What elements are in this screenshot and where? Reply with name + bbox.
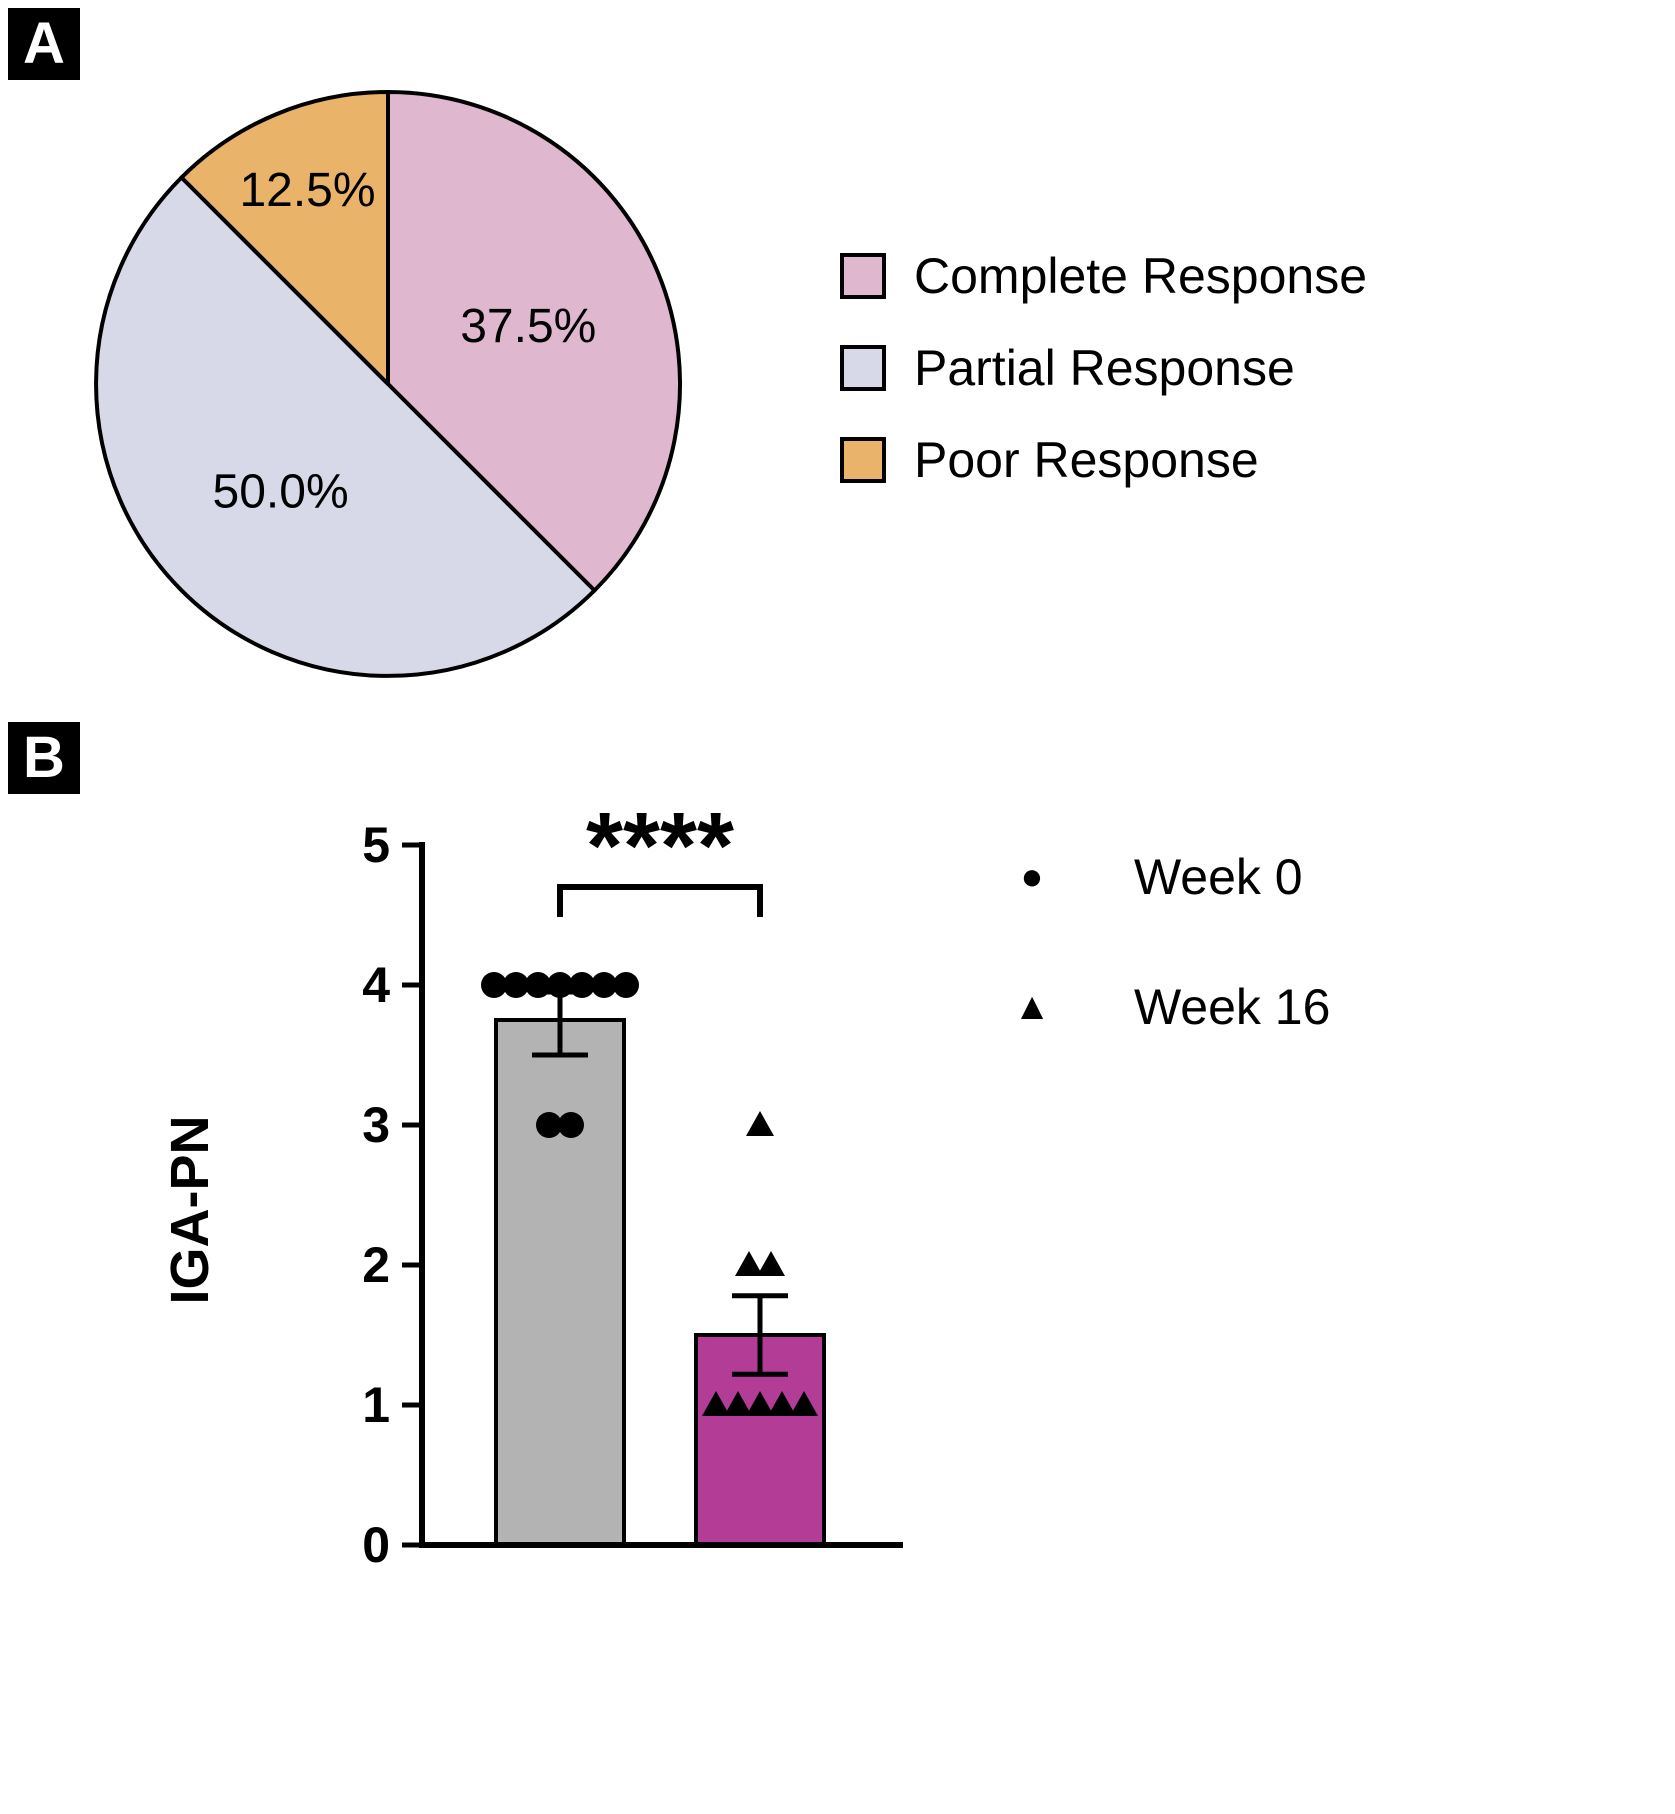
point-circle: [613, 972, 639, 998]
bar-legend: ● Week 0 ▲ Week 16: [1000, 845, 1330, 1105]
axes: [419, 842, 903, 1548]
point-circle: [547, 972, 573, 998]
point-circle: [503, 972, 529, 998]
point-circle: [525, 972, 551, 998]
pie-slice-complete-response: [386, 90, 682, 593]
pie-slice-value-poor-response: 12.5%: [239, 164, 375, 217]
point-circle: [558, 1112, 584, 1138]
point-triangle: [746, 1111, 774, 1136]
y-tick-label-1: 1: [362, 1377, 390, 1433]
bar-legend-label-week-16: Week 16: [1134, 979, 1331, 1035]
pie-legend-swatch-poor-response: [840, 437, 886, 483]
significance-stars: ****: [586, 793, 734, 899]
data-points-week-16: [702, 1111, 818, 1416]
pie-slice-partial-response: [94, 175, 597, 678]
bar-legend-item-week-0: ● Week 0: [1000, 845, 1330, 909]
pie-slice-value-complete-response: 37.5%: [460, 300, 596, 353]
data-points-week-0: [481, 972, 639, 1138]
panel-a-label: A: [8, 8, 80, 80]
panel-b-label: B: [8, 722, 80, 794]
pie-legend-item-complete-response: Complete Response: [840, 248, 1367, 304]
y-tick-label-0: 0: [362, 1517, 390, 1573]
point-triangle: [790, 1391, 818, 1416]
point-triangle: [702, 1391, 730, 1416]
significance-bracket: [557, 884, 763, 917]
point-triangle: [735, 1251, 763, 1276]
pie-legend-label-complete-response: Complete Response: [914, 248, 1368, 304]
bar-chart: **** 0 1 2 3 4 5 IGA-PN: [160, 793, 903, 1573]
pie-legend-label-poor-response: Poor Response: [914, 432, 1259, 488]
pie-legend-swatch-partial-response: [840, 345, 886, 391]
point-triangle: [724, 1391, 752, 1416]
bar-week-0: [494, 1018, 626, 1547]
triangle-marker-icon: ▲: [1013, 986, 1051, 1028]
bar-legend-label-week-0: Week 0: [1134, 849, 1303, 905]
y-tick-label-4: 4: [362, 957, 390, 1013]
point-triangle: [757, 1251, 785, 1276]
bar-legend-item-week-16: ▲ Week 16: [1000, 975, 1330, 1039]
pie-slice-value-partial-response: 50.0%: [213, 465, 349, 518]
circle-marker-icon: ●: [1020, 856, 1044, 898]
point-triangle: [768, 1391, 796, 1416]
y-tick-label-3: 3: [362, 1097, 390, 1153]
pie-legend-item-partial-response: Partial Response: [840, 340, 1367, 396]
pie-legend-item-poor-response: Poor Response: [840, 432, 1367, 488]
point-triangle: [746, 1391, 774, 1416]
pie-legend: Complete Response Partial Response Poor Re…: [840, 248, 1367, 524]
error-bar-week-16: [732, 1293, 788, 1377]
point-circle: [481, 972, 507, 998]
pie-chart: 37.5% 50.0% 12.5%: [94, 90, 682, 678]
pie-legend-swatch-complete-response: [840, 253, 886, 299]
y-axis-title: IGA-PN: [160, 1116, 220, 1305]
point-circle: [591, 972, 617, 998]
y-tick-label-5: 5: [362, 817, 390, 873]
point-circle: [536, 1112, 562, 1138]
point-circle: [569, 972, 595, 998]
y-tick-label-2: 2: [362, 1237, 390, 1293]
pie-legend-label-partial-response: Partial Response: [914, 340, 1295, 396]
pie-slice-poor-response: [179, 90, 390, 386]
